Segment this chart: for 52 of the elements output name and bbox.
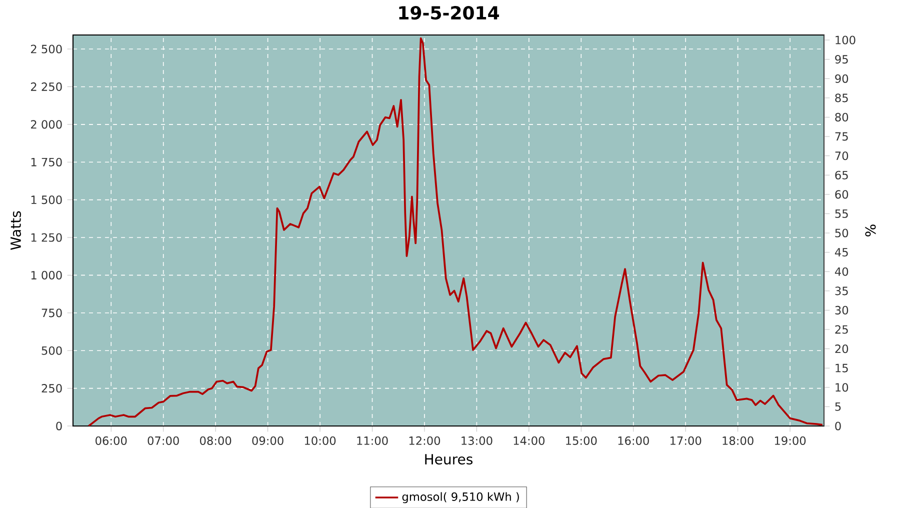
y-tick-label: 2 000 <box>30 120 62 129</box>
y2-tick-label: 50 <box>835 228 848 238</box>
x-axis-title: Heures <box>425 454 473 464</box>
y2-tick-label: 100 <box>836 36 856 44</box>
y2-tick-label: 80 <box>835 112 848 122</box>
y2-tick-label: 85 <box>835 93 848 102</box>
y2-tick-label: 10 <box>836 382 848 392</box>
y2-tick-label: 95 <box>835 54 848 64</box>
x-tick-label: 09:00 <box>252 436 284 445</box>
y-tick-label: 750 <box>42 308 62 317</box>
x-tick-label: 17:00 <box>670 436 702 445</box>
y-tick-label: 1 000 <box>31 270 62 280</box>
y2-tick-label: 75 <box>835 132 848 141</box>
y-tick-label: 500 <box>42 346 62 355</box>
y-axis-title: Watts <box>10 211 21 250</box>
y2-tick-label: 45 <box>834 248 848 256</box>
y2-tick-label: 70 <box>835 151 848 160</box>
y-tick-label: 1 250 <box>31 233 62 242</box>
x-tick-label: 15:00 <box>566 436 597 445</box>
y2-tick-label: 30 <box>835 306 848 314</box>
y2-axis-title: % <box>865 224 876 236</box>
y-tick-label: 2 500 <box>30 44 62 54</box>
y2-tick-label: 20 <box>835 344 848 353</box>
x-tick-label: 18:00 <box>722 436 754 445</box>
x-tick-label: 10:00 <box>304 436 336 445</box>
x-tick-label: 19:00 <box>774 436 806 445</box>
x-tick-label: 13:00 <box>462 436 492 445</box>
x-tick-label: 14:00 <box>514 436 545 445</box>
x-tick-label: 16:00 <box>618 436 649 445</box>
y2-tick-label: 35 <box>835 286 848 295</box>
y-tick-label: 1 500 <box>31 195 62 204</box>
line-series <box>88 37 824 426</box>
y2-tick-label: 15 <box>836 364 848 372</box>
y-tick-label: 0 <box>56 422 62 430</box>
x-tick-label: 11:00 <box>357 436 388 445</box>
y2-tick-label: 5 <box>835 402 841 411</box>
x-tick-label: 07:00 <box>148 436 179 445</box>
x-tick-label: 08:00 <box>200 436 232 445</box>
y-tick-label: 1 750 <box>31 158 62 166</box>
y2-tick-label: 25 <box>835 325 848 334</box>
chart-title: 19-5-2014 <box>399 6 500 20</box>
x-tick-label: 12:00 <box>409 436 440 445</box>
y2-tick-label: 0 <box>835 422 841 430</box>
y2-tick-label: 65 <box>835 170 848 180</box>
y2-tick-label: 90 <box>835 74 848 83</box>
legend-label: gmosol( 9,510 kWh ) <box>402 492 519 503</box>
y-tick-label: 250 <box>42 384 62 392</box>
y2-tick-label: 40 <box>834 267 848 276</box>
y2-tick-label: 55 <box>835 209 848 218</box>
y-tick-label: 2 250 <box>30 82 62 91</box>
y2-tick-label: 60 <box>835 190 848 198</box>
x-tick-label: 06:00 <box>96 436 127 445</box>
